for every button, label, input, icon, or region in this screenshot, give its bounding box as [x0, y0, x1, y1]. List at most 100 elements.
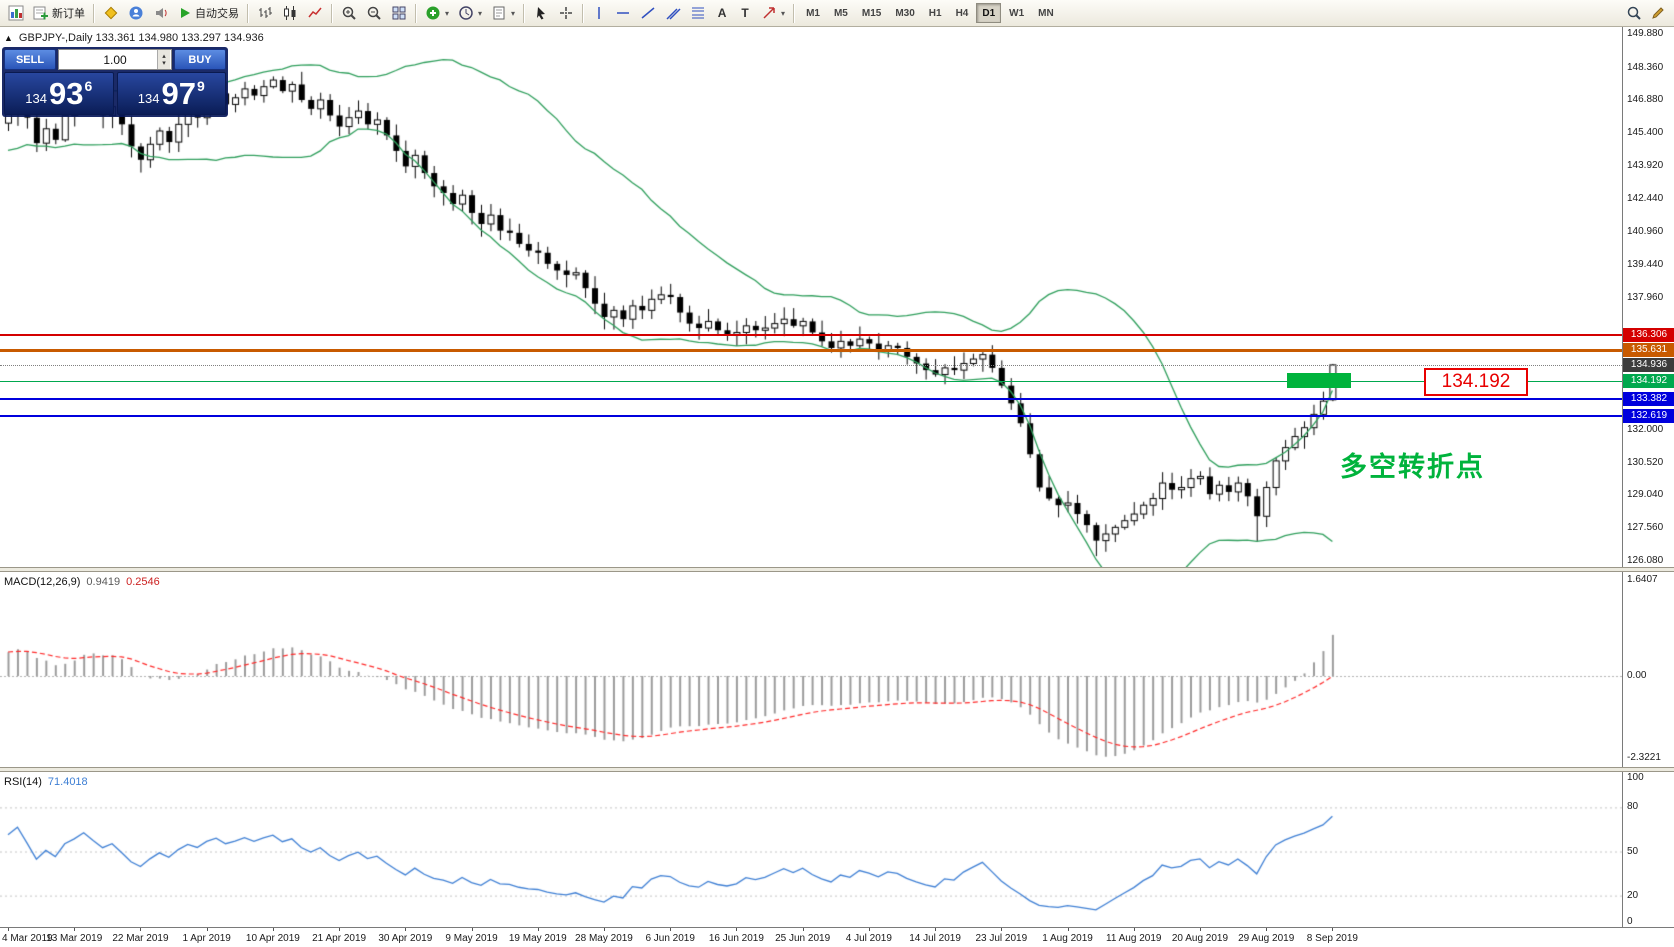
price-panel[interactable]: ▲ GBPJPY-,Daily 133.361 134.980 133.297 … — [0, 27, 1622, 567]
text-tool[interactable]: A — [711, 2, 733, 24]
templates-dropdown[interactable]: ▾ — [487, 2, 519, 24]
vertical-line-tool[interactable] — [588, 2, 610, 24]
horizontal-line-tool[interactable] — [611, 2, 635, 24]
line-chart-mode-button[interactable] — [303, 2, 327, 24]
price-axis-label: 129.040 — [1627, 489, 1664, 501]
symbol-info: ▲ GBPJPY-,Daily 133.361 134.980 133.297 … — [4, 32, 264, 44]
search-button[interactable] — [1622, 2, 1646, 24]
trendline-tool[interactable] — [636, 2, 660, 24]
bar-chart-mode-button[interactable] — [253, 2, 277, 24]
hline-134.936[interactable] — [0, 364, 1622, 366]
crosshair-tool-button[interactable] — [554, 2, 578, 24]
timeframe-m30-button[interactable]: M30 — [895, 7, 915, 19]
stepper-down-icon[interactable]: ▾ — [162, 59, 166, 67]
price-callout-box[interactable]: 134.192 — [1424, 368, 1528, 396]
fibonacci-tool[interactable] — [686, 2, 710, 24]
timeframe-h1-button[interactable]: H1 — [928, 7, 942, 19]
toolbar-separator — [415, 3, 417, 23]
macd-panel[interactable]: MACD(12,26,9) 0.9419 0.2546 — [0, 572, 1622, 767]
fibonacci-icon — [692, 7, 705, 19]
sell-price-display[interactable]: 134 93 6 — [4, 72, 114, 115]
rsi-panel[interactable]: RSI(14) 71.4018 — [0, 772, 1622, 927]
market-button[interactable] — [124, 2, 148, 24]
buy-price-prefix: 134 — [137, 91, 160, 106]
price-axis-label: 149.880 — [1627, 28, 1664, 39]
rsi-axis-label: 0 — [1627, 916, 1633, 927]
volume-field[interactable]: 1.00 ▴ ▾ — [58, 49, 172, 70]
auto-trading-button[interactable]: 自动交易 — [174, 2, 243, 24]
buy-button[interactable]: BUY — [174, 49, 226, 70]
timeframe-m15-button[interactable]: M15 — [861, 7, 882, 19]
symbol-ohlc-text: GBPJPY-,Daily 133.361 134.980 133.297 13… — [18, 32, 264, 44]
sell-button[interactable]: SELL — [4, 49, 56, 70]
date-tick — [206, 928, 208, 931]
hline-133.382[interactable] — [0, 398, 1622, 401]
hline-136.306[interactable] — [0, 333, 1622, 336]
buy-price-display[interactable]: 134 97 9 — [116, 72, 226, 115]
channel-tool[interactable] — [661, 2, 685, 24]
text-label-tool[interactable]: T — [734, 2, 756, 24]
metaeditor-icon — [104, 6, 118, 20]
candle-chart-mode-button[interactable] — [278, 2, 302, 24]
buy-price-pip: 9 — [196, 78, 205, 94]
signals-button[interactable] — [149, 2, 173, 24]
date-label: 23 Jul 2019 — [975, 933, 1028, 944]
date-label: 11 Aug 2019 — [1106, 933, 1162, 944]
arrows-dropdown[interactable]: ▾ — [757, 2, 789, 24]
macd-canvas[interactable] — [0, 572, 1622, 767]
price-tag-135.631: 135.631 — [1623, 342, 1674, 357]
crosshair-icon — [560, 7, 573, 19]
date-axis[interactable]: 4 Mar 2019 13 Mar 2019 22 Mar 2019 1 Apr 20… — [0, 927, 1674, 947]
hline-134.192[interactable] — [0, 381, 1622, 383]
rsi-canvas[interactable] — [0, 772, 1622, 927]
timeframe-m5-button[interactable]: M5 — [833, 7, 848, 19]
hline-135.631[interactable] — [0, 348, 1622, 352]
price-chart-canvas[interactable] — [0, 27, 1622, 567]
edit-button[interactable] — [1646, 2, 1670, 24]
panel-resize-separator[interactable] — [0, 567, 1674, 572]
price-axis[interactable]: 149.880 148.360 146.880 145.400 143.920 142.4… — [1622, 27, 1674, 927]
date-label: 25 Jun 2019 — [775, 933, 831, 944]
panel-resize-separator[interactable] — [0, 767, 1674, 772]
arrow-tool-icon — [763, 7, 775, 19]
price-axis-label: 137.960 — [1627, 291, 1664, 303]
zoom-in-button[interactable] — [337, 2, 361, 24]
toolbar-separator — [331, 3, 333, 23]
timeframe-m1-button[interactable]: M1 — [806, 7, 820, 19]
timeframe-d1-button[interactable]: D1 — [976, 3, 1002, 23]
one-click-collapse-toggle[interactable]: ▲ — [4, 33, 13, 43]
timeframe-h4-button[interactable]: H4 — [955, 7, 969, 19]
stepper-up-icon[interactable]: ▴ — [162, 52, 166, 60]
date-label: 8 Sep 2019 — [1306, 933, 1358, 944]
new-chart-icon — [8, 5, 24, 21]
timeframe-mn-button[interactable]: MN — [1038, 7, 1054, 19]
toolbar-separator — [93, 3, 95, 23]
indicators-dropdown[interactable]: ▾ — [421, 2, 453, 24]
volume-stepper[interactable]: ▴ ▾ — [157, 50, 170, 69]
cursor-tool-button[interactable] — [529, 2, 553, 24]
date-tick — [272, 928, 274, 931]
tile-windows-button[interactable] — [387, 2, 411, 24]
timeframe-group: M1 M5 M15 M30 H1 H4 D1 W1 MN — [799, 3, 1061, 23]
metaeditor-button[interactable] — [99, 2, 123, 24]
cursor-icon — [537, 7, 546, 20]
chart-region: ▲ GBPJPY-,Daily 133.361 134.980 133.297 … — [0, 27, 1674, 947]
periods-dropdown[interactable]: ▾ — [454, 2, 486, 24]
date-label: 28 May 2019 — [575, 933, 633, 944]
candlestick-icon — [284, 6, 296, 20]
turning-point-annotation[interactable]: 多空转折点 — [1340, 452, 1485, 482]
volume-value: 1.00 — [103, 52, 127, 67]
pencil-icon — [1652, 7, 1664, 19]
macd-axis-label: 1.6407 — [1627, 574, 1658, 586]
price-axis-label: 146.880 — [1627, 94, 1664, 106]
zoom-out-button[interactable] — [362, 2, 386, 24]
vertical-line-icon — [598, 7, 600, 19]
timeframe-w1-button[interactable]: W1 — [1009, 7, 1025, 19]
new-order-button[interactable]: 新订单 — [29, 2, 89, 24]
hline-132.619[interactable] — [0, 415, 1622, 418]
new-chart-button[interactable] — [4, 2, 28, 24]
support-zone-rect[interactable] — [1287, 373, 1351, 388]
date-tick — [74, 928, 76, 931]
date-label: 16 Jun 2019 — [708, 933, 764, 944]
date-label: 9 May 2019 — [445, 933, 498, 944]
